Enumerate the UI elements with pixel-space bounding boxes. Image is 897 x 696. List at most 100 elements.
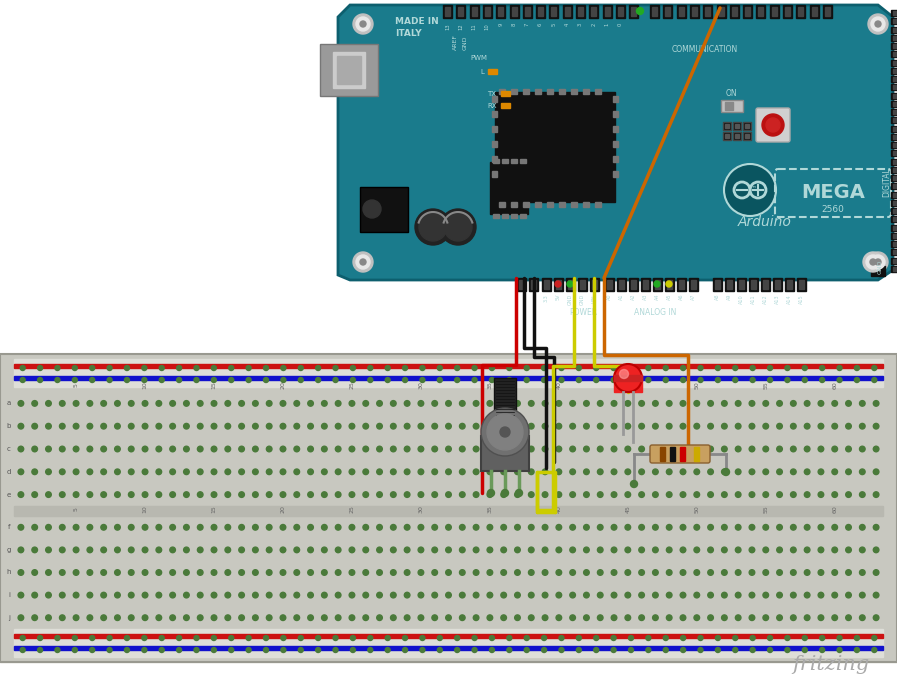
Bar [763, 280, 768, 289]
Circle shape [625, 469, 631, 475]
Circle shape [777, 525, 782, 530]
Circle shape [507, 377, 512, 383]
Text: 8: 8 [511, 23, 517, 26]
Bar [761, 278, 770, 291]
Circle shape [639, 423, 644, 429]
Circle shape [18, 547, 23, 553]
Circle shape [100, 469, 107, 475]
Bar [595, 202, 601, 207]
Circle shape [721, 469, 727, 475]
Circle shape [170, 592, 176, 598]
Circle shape [128, 423, 134, 429]
Circle shape [432, 423, 438, 429]
Circle shape [184, 469, 189, 475]
Circle shape [390, 446, 396, 452]
Polygon shape [338, 5, 893, 280]
Circle shape [874, 446, 879, 452]
Circle shape [377, 570, 382, 576]
Bar [660, 447, 665, 461]
Bar [745, 124, 749, 128]
Bar [643, 280, 648, 289]
Circle shape [225, 492, 231, 498]
Circle shape [446, 401, 451, 406]
Circle shape [790, 547, 797, 553]
Circle shape [474, 401, 479, 406]
Bar [783, 5, 792, 18]
Circle shape [543, 547, 548, 553]
Text: ITALY: ITALY [395, 29, 422, 38]
Bar [547, 202, 553, 207]
Circle shape [736, 423, 741, 429]
Circle shape [487, 446, 492, 452]
Circle shape [239, 401, 244, 406]
Bar [511, 202, 517, 207]
Circle shape [197, 446, 203, 452]
Bar [891, 76, 897, 82]
Circle shape [820, 377, 824, 383]
Bar [893, 93, 897, 97]
Circle shape [597, 615, 603, 621]
Circle shape [351, 377, 355, 383]
Circle shape [385, 647, 390, 653]
Bar [14, 634, 883, 638]
Circle shape [211, 615, 217, 621]
Circle shape [708, 469, 713, 475]
Circle shape [802, 365, 807, 370]
Text: 9: 9 [498, 23, 503, 26]
Circle shape [594, 635, 598, 640]
Circle shape [281, 635, 286, 640]
Circle shape [570, 570, 576, 576]
Circle shape [597, 570, 603, 576]
Circle shape [721, 401, 727, 406]
Bar [490, 162, 528, 214]
Circle shape [264, 647, 268, 653]
Circle shape [459, 492, 465, 498]
Circle shape [403, 365, 407, 370]
Circle shape [805, 401, 810, 406]
Circle shape [418, 469, 423, 475]
Circle shape [225, 570, 231, 576]
Circle shape [802, 635, 807, 640]
Circle shape [197, 401, 203, 406]
Circle shape [253, 492, 258, 498]
Bar [517, 278, 526, 291]
Circle shape [818, 547, 823, 553]
Circle shape [749, 547, 754, 553]
Bar [629, 5, 638, 18]
Text: 11: 11 [472, 23, 476, 30]
Circle shape [777, 570, 782, 576]
Bar [891, 125, 897, 132]
Circle shape [100, 592, 107, 598]
Circle shape [459, 592, 465, 598]
Circle shape [763, 547, 769, 553]
Circle shape [763, 423, 769, 429]
Circle shape [459, 446, 465, 452]
Bar [492, 156, 497, 162]
Circle shape [611, 647, 616, 653]
Circle shape [874, 401, 879, 406]
Circle shape [680, 401, 686, 406]
Circle shape [637, 8, 643, 15]
Circle shape [299, 635, 303, 640]
Text: GND: GND [463, 35, 467, 50]
Bar [665, 278, 674, 291]
Circle shape [18, 615, 23, 621]
Bar [737, 278, 746, 291]
Bar [676, 5, 685, 18]
Text: Arduino: Arduino [738, 215, 792, 229]
Circle shape [874, 592, 879, 598]
Circle shape [870, 259, 876, 265]
Circle shape [74, 469, 79, 475]
Circle shape [177, 647, 181, 653]
Circle shape [142, 365, 147, 370]
Circle shape [321, 525, 327, 530]
Circle shape [666, 492, 672, 498]
Circle shape [777, 547, 782, 553]
Circle shape [805, 547, 810, 553]
Circle shape [74, 492, 79, 498]
Circle shape [528, 469, 534, 475]
Circle shape [128, 525, 134, 530]
Circle shape [681, 647, 685, 653]
Circle shape [818, 423, 823, 429]
Bar [571, 89, 577, 94]
